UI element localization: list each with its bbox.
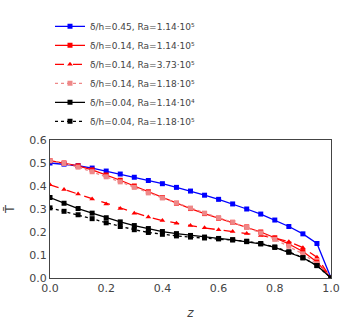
svg-text:0.3: 0.3 — [29, 203, 47, 216]
svg-text:0.6: 0.6 — [29, 134, 47, 147]
svg-text:0.5: 0.5 — [29, 157, 47, 170]
svg-text:0.0: 0.0 — [29, 272, 47, 285]
svg-text:δ/h=0.14, Ra=3.73·10⁵: δ/h=0.14, Ra=3.73·10⁵ — [90, 60, 195, 70]
svg-text:δ/h=0.04, Ra=1.14·10⁴: δ/h=0.04, Ra=1.14·10⁴ — [90, 98, 195, 108]
svg-text:0.2: 0.2 — [97, 282, 115, 295]
svg-text:0.1: 0.1 — [29, 249, 47, 262]
svg-text:0.8: 0.8 — [266, 282, 284, 295]
svg-text:0.4: 0.4 — [29, 180, 47, 193]
svg-text:δ/h=0.14, Ra=1.18·10⁵: δ/h=0.14, Ra=1.18·10⁵ — [90, 79, 195, 89]
svg-text:0.4: 0.4 — [154, 282, 172, 295]
svg-text:1.0: 1.0 — [322, 282, 340, 295]
svg-text:δ/h=0.04, Ra=1.18·10⁵: δ/h=0.04, Ra=1.18·10⁵ — [90, 117, 195, 127]
svg-text:z: z — [186, 306, 194, 320]
svg-text:T̄: T̄ — [2, 205, 17, 214]
svg-text:δ/h=0.45, Ra=1.14·10⁵: δ/h=0.45, Ra=1.14·10⁵ — [90, 22, 195, 32]
svg-text:0.6: 0.6 — [210, 282, 228, 295]
svg-text:0.0: 0.0 — [41, 282, 59, 295]
svg-text:0.2: 0.2 — [29, 226, 47, 239]
svg-text:δ/h=0.14, Ra=1.14·10⁵: δ/h=0.14, Ra=1.14·10⁵ — [90, 41, 195, 51]
